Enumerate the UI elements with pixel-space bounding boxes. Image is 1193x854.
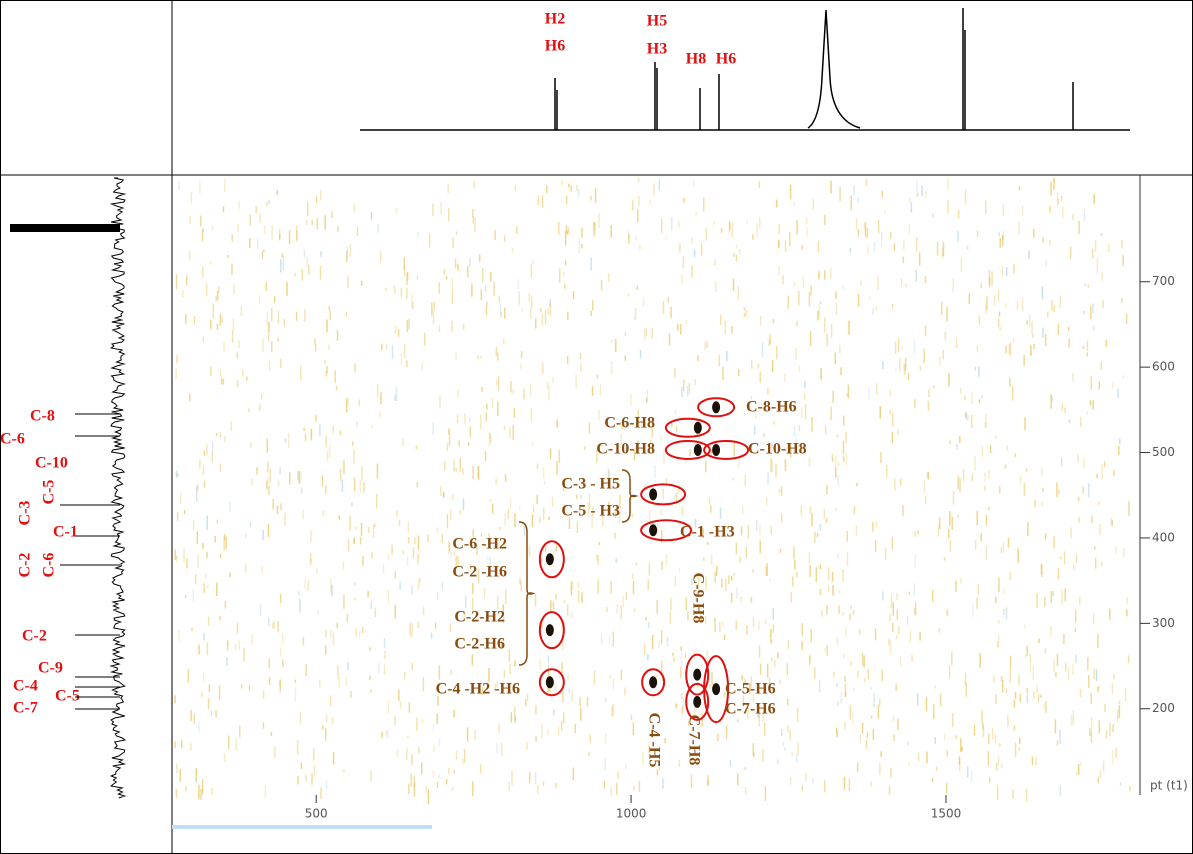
f2-label: H5 bbox=[647, 13, 667, 30]
cross-peak bbox=[712, 401, 721, 414]
peak-circle bbox=[538, 611, 565, 650]
y-tick-label: 300 bbox=[1152, 616, 1175, 630]
y-tick-label: 500 bbox=[1152, 445, 1175, 459]
y-axis-label: pt (t1) bbox=[1150, 779, 1188, 793]
peak-circle bbox=[697, 397, 736, 418]
brace bbox=[621, 469, 639, 523]
y-tick-label: 700 bbox=[1152, 274, 1175, 288]
peak-label: C-4 -H5 bbox=[645, 713, 662, 768]
cross-peak bbox=[693, 421, 702, 434]
peak-circle bbox=[640, 483, 687, 506]
f2-label: H3 bbox=[647, 41, 667, 58]
cross-peak bbox=[545, 676, 554, 689]
f1-label: C-2 bbox=[17, 553, 34, 578]
cross-peak bbox=[649, 676, 658, 689]
f2-label: H2 bbox=[545, 11, 565, 28]
peak-label: C-2-H6 bbox=[454, 636, 505, 653]
y-tick-label: 200 bbox=[1152, 701, 1175, 715]
f2-spectrum bbox=[360, 8, 1130, 131]
peak-circle bbox=[664, 417, 711, 438]
peak-label: C-5 - H3 bbox=[561, 503, 620, 520]
f2-label: H6 bbox=[545, 38, 565, 55]
cross-peak bbox=[649, 488, 658, 501]
f2-label: H6 bbox=[716, 51, 736, 68]
cross-peak bbox=[693, 668, 702, 681]
f1-label: C-4 bbox=[13, 678, 38, 695]
peak-circle bbox=[641, 668, 666, 697]
peak-label: C-7-H6 bbox=[725, 701, 776, 718]
peak-circle bbox=[703, 439, 750, 460]
peak-label: C-2-H2 bbox=[454, 609, 505, 626]
f1-trace bbox=[109, 177, 127, 799]
peak-circle bbox=[664, 439, 711, 460]
x-tick-label: 500 bbox=[305, 807, 328, 821]
scroll-bar bbox=[172, 825, 432, 829]
f1-label: C-10 bbox=[35, 455, 68, 472]
peak-label: C-6-H8 bbox=[604, 415, 655, 432]
y-tick-label: 400 bbox=[1152, 530, 1175, 544]
cross-peak bbox=[649, 524, 658, 537]
noise bbox=[174, 178, 1131, 805]
x-tick-label: 1000 bbox=[616, 807, 647, 821]
peak-circle bbox=[640, 519, 693, 542]
peak-label: C-10-H8 bbox=[748, 441, 807, 458]
peak-label: C-7-H8 bbox=[685, 715, 702, 766]
f1-label: C-2 bbox=[22, 628, 47, 645]
peak-label: C-1 -H3 bbox=[680, 524, 735, 541]
peak-label: C-9-H8 bbox=[689, 573, 706, 624]
peak-label: C-8-H6 bbox=[746, 399, 797, 416]
f1-label: C-5 bbox=[41, 480, 58, 505]
cross-peak bbox=[712, 683, 721, 696]
cross-peak bbox=[545, 553, 554, 566]
f1-label: C-8 bbox=[30, 408, 55, 425]
f1-label: C-9 bbox=[38, 660, 63, 677]
peak-circle bbox=[538, 668, 565, 697]
f1-label: C-5 bbox=[55, 688, 80, 705]
peak-circle bbox=[538, 540, 565, 579]
cross-peak bbox=[693, 443, 702, 456]
cross-peak bbox=[693, 695, 702, 708]
f1-label: C-1 bbox=[53, 524, 78, 541]
f1-label: C-3 bbox=[17, 501, 34, 526]
peak-circle bbox=[685, 653, 710, 696]
peak-label: C-5-H6 bbox=[725, 681, 776, 698]
cross-peak bbox=[712, 443, 721, 456]
f1-label: C-7 bbox=[13, 700, 38, 717]
y-tick-label: 600 bbox=[1152, 360, 1175, 374]
peak-label: C-3 - H5 bbox=[561, 476, 620, 493]
brace bbox=[518, 521, 536, 666]
peak-label: C-4 -H2 -H6 bbox=[436, 681, 520, 698]
x-tick-label: 1500 bbox=[931, 807, 962, 821]
f2-label: H8 bbox=[686, 51, 706, 68]
f1-spectrum bbox=[10, 177, 127, 799]
f1-label: C-6 bbox=[0, 431, 25, 448]
cross-peak bbox=[545, 624, 554, 637]
peak-circle bbox=[685, 682, 710, 721]
peak-label: C-2 -H6 bbox=[452, 564, 507, 581]
peak-circle bbox=[703, 655, 730, 724]
peak-label: C-10-H8 bbox=[596, 441, 655, 458]
f1-spike bbox=[10, 224, 120, 232]
f1-label: C-6 bbox=[41, 553, 58, 578]
peak-label: C-6 -H2 bbox=[452, 536, 507, 553]
